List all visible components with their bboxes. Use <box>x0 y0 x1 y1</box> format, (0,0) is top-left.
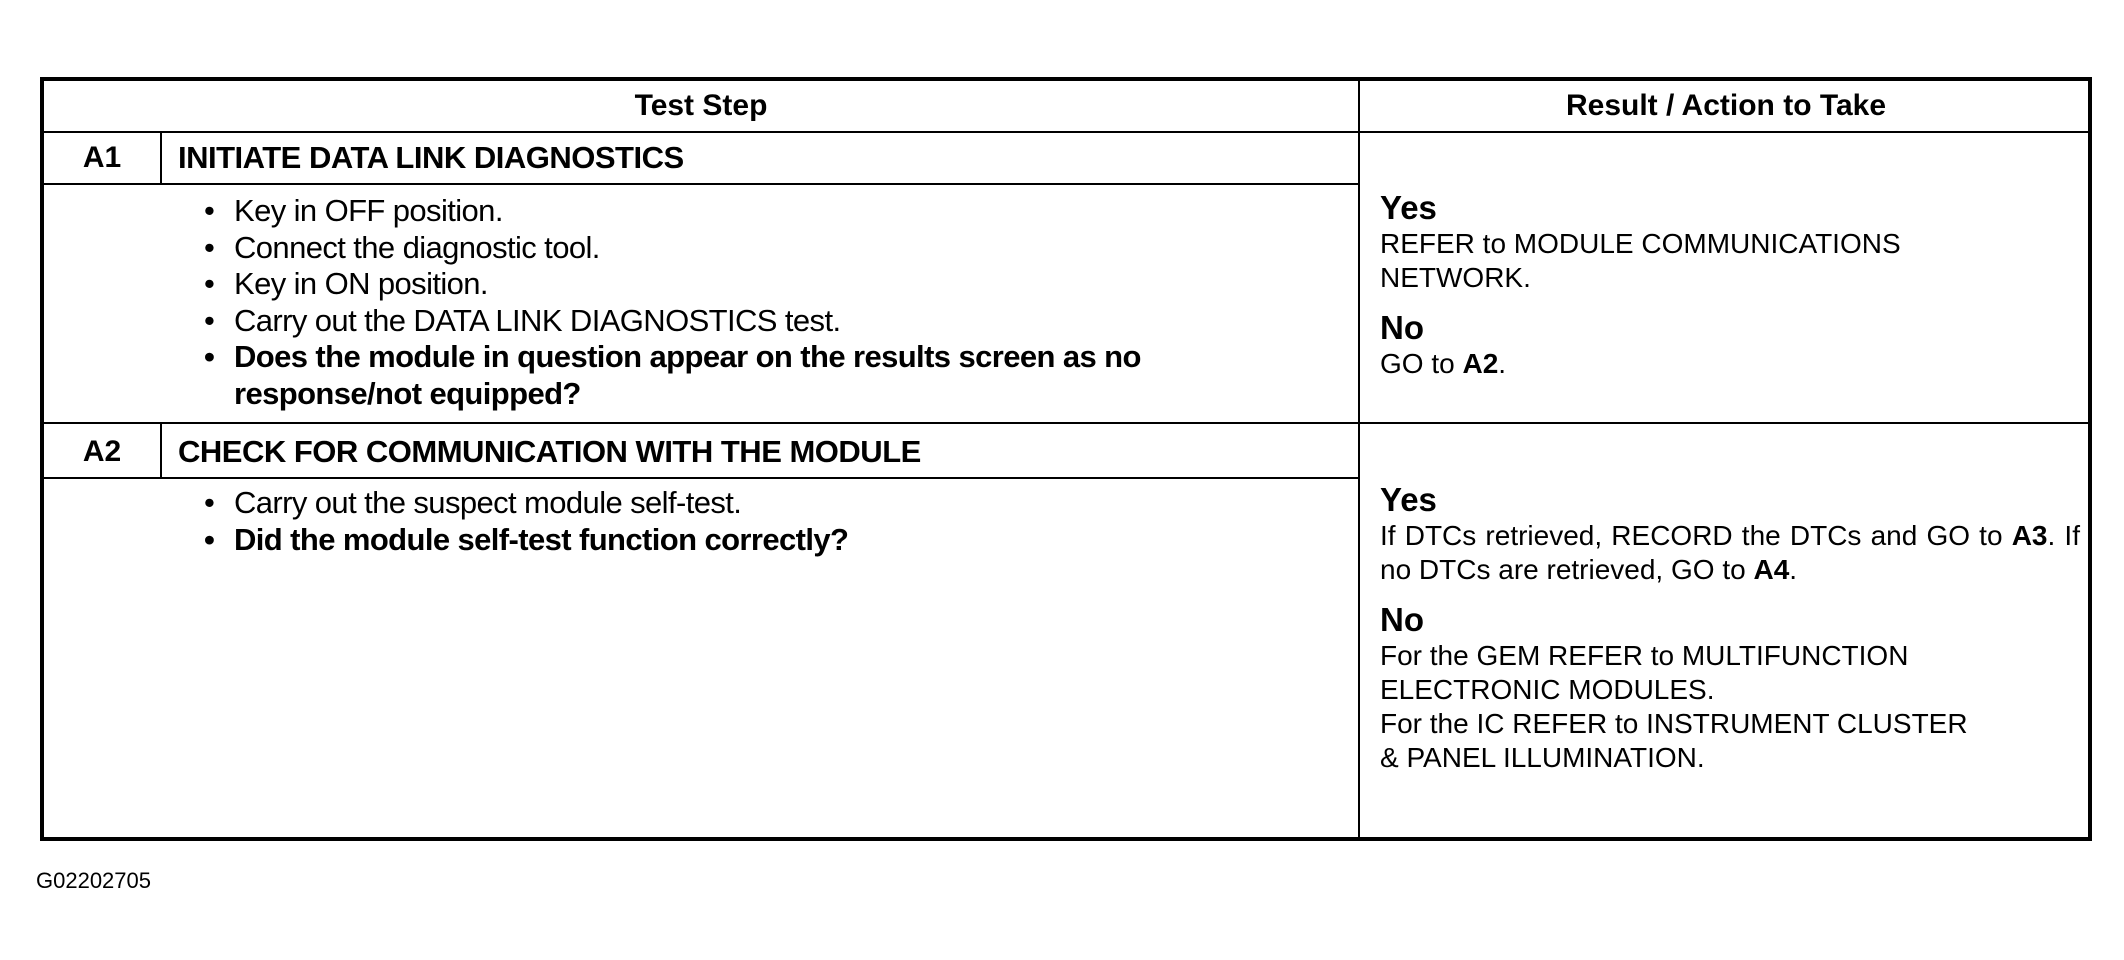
step-reference: A4 <box>1753 554 1790 585</box>
instruction: Carry out the DATA LINK DIAGNOSTICS test… <box>164 303 1304 340</box>
yes-action-text: . If no DTCs are retrieved, GO to <box>1380 520 2080 585</box>
divider <box>44 477 1358 479</box>
result-a1: Yes REFER to MODULE COMMUNICATIONS NETWO… <box>1380 189 2080 381</box>
yes-action-text: . <box>1789 554 1798 585</box>
step-reference: A2 <box>1462 348 1499 379</box>
instruction: Carry out the suspect module self-test. <box>164 485 1304 522</box>
result-a2: Yes If DTCs retrieved, RECORD the DTCs a… <box>1380 481 2080 775</box>
yes-action-text: If DTCs retrieved, RECORD the DTCs and G… <box>1380 520 2012 551</box>
diagnostic-table: Test Step Result / Action to Take A1 INI… <box>40 77 2092 841</box>
yes-label: Yes <box>1380 481 1437 518</box>
divider <box>44 131 2088 133</box>
header-result: Result / Action to Take <box>1565 89 1887 122</box>
figure-id: G02202705 <box>36 868 151 893</box>
no-action-text: GO to <box>1380 348 1463 379</box>
divider <box>44 422 2088 424</box>
yes-action: REFER to MODULE COMMUNICATIONS NETWORK. <box>1380 228 1901 293</box>
no-action: For the IC REFER to INSTRUMENT CLUSTER &… <box>1380 708 1968 773</box>
step-title: INITIATE DATA LINK DIAGNOSTICS <box>178 140 684 175</box>
step-title: CHECK FOR COMMUNICATION WITH THE MODULE <box>178 434 921 469</box>
column-divider <box>1358 81 1360 837</box>
divider <box>44 183 1358 185</box>
step-reference: A3 <box>2011 520 2048 551</box>
divider <box>160 424 162 477</box>
step-instructions: Carry out the suspect module self-test. … <box>164 485 1304 558</box>
step-id: A2 <box>82 435 122 468</box>
instruction-question: Does the module in question appear on th… <box>164 339 1304 412</box>
step-id: A1 <box>82 141 122 174</box>
no-action: For the GEM REFER to MULTIFUNCTION ELECT… <box>1380 640 1909 705</box>
no-action-text: . <box>1498 348 1507 379</box>
header-test-step: Test Step <box>634 89 768 122</box>
no-label: No <box>1380 601 1424 638</box>
step-instructions: Key in OFF position. Connect the diagnos… <box>164 193 1304 412</box>
instruction: Key in OFF position. <box>164 193 1304 230</box>
instruction-question: Did the module self-test function correc… <box>164 522 1304 559</box>
yes-action: If DTCs retrieved, RECORD the DTCs and G… <box>1380 519 2080 587</box>
no-action: GO to A2. <box>1380 347 2080 381</box>
instruction: Connect the diagnostic tool. <box>164 230 1304 267</box>
no-label: No <box>1380 309 1424 346</box>
divider <box>160 133 162 184</box>
instruction: Key in ON position. <box>164 266 1304 303</box>
yes-label: Yes <box>1380 189 1437 226</box>
